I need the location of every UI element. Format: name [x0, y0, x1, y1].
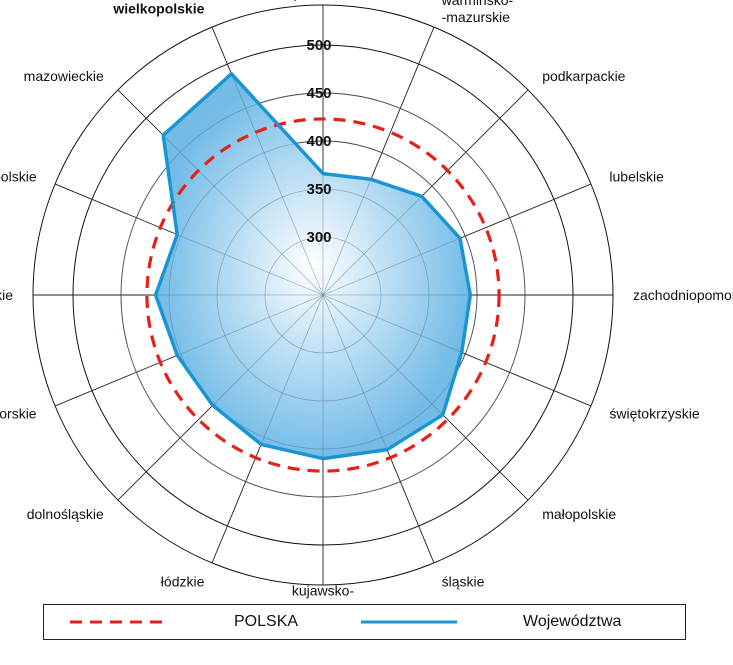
tick-label-450: 450: [306, 85, 331, 102]
category-label: zachodniopomorskie: [633, 287, 733, 303]
spoke-inner: [322, 294, 462, 353]
radial-ticks: 300 350 400 450 500: [306, 37, 331, 246]
ring-inner: [168, 140, 478, 450]
tick-label-350: 350: [306, 181, 331, 198]
ring-inner: [216, 188, 430, 402]
spoke-inner: [231, 73, 324, 296]
legend: POLSKA Województwa: [43, 604, 686, 640]
legend-polska-label: POLSKA: [234, 613, 299, 630]
legend-wojewodztwa-label: Województwa: [523, 613, 622, 630]
category-label: podlaskie: [293, 0, 352, 1]
spoke-inner: [322, 294, 388, 450]
spoke-inner: [177, 234, 324, 296]
radar-chart: 300 350 400 450 500 podlaskie warmińsko--mazu…: [0, 0, 733, 600]
category-label: dolnośląskie: [27, 506, 104, 522]
category-label: łódzkie: [161, 573, 205, 589]
spoke-inner: [212, 294, 324, 406]
spoke-inner: [260, 294, 324, 445]
category-label: warmińsko--mazurskie: [441, 0, 514, 25]
category-label: mazowieckie: [24, 68, 104, 84]
ring-inner: [120, 92, 526, 498]
category-label: pomorskie: [0, 406, 37, 422]
tick-label-300: 300: [306, 229, 331, 246]
spoke-inner: [322, 294, 443, 415]
category-label: świętokrzyskie: [609, 406, 699, 422]
ring-inner: [264, 236, 382, 354]
legend-swatches: [70, 620, 457, 624]
spoke-inner: [177, 294, 324, 356]
category-label: podkarpackie: [542, 68, 625, 84]
category-label: kujawsko--pomorskie: [288, 583, 357, 601]
spoke-inner: [322, 196, 422, 296]
polska-line: [145, 117, 501, 473]
tick-label-400: 400: [306, 133, 331, 150]
spoke-inner: [322, 179, 372, 296]
radar-series: [120, 72, 526, 498]
wojewodztwa-line: [153, 72, 473, 461]
category-label: lubelskie: [609, 168, 664, 184]
tick-label-500: 500: [306, 37, 331, 54]
category-label: małopolskie: [542, 506, 616, 522]
category-label: śląskie: [442, 573, 485, 589]
spoke-inner: [162, 134, 324, 296]
category-label: opolskie: [0, 168, 37, 184]
category-label: wielkopolskie: [112, 1, 204, 17]
category-labels: podlaskie warmińsko--mazurskie podkarpacki…: [0, 0, 733, 600]
spoke-inner: [322, 237, 461, 296]
wojewodztwa-area: [155, 73, 471, 459]
category-label: lubuskie: [0, 287, 13, 303]
